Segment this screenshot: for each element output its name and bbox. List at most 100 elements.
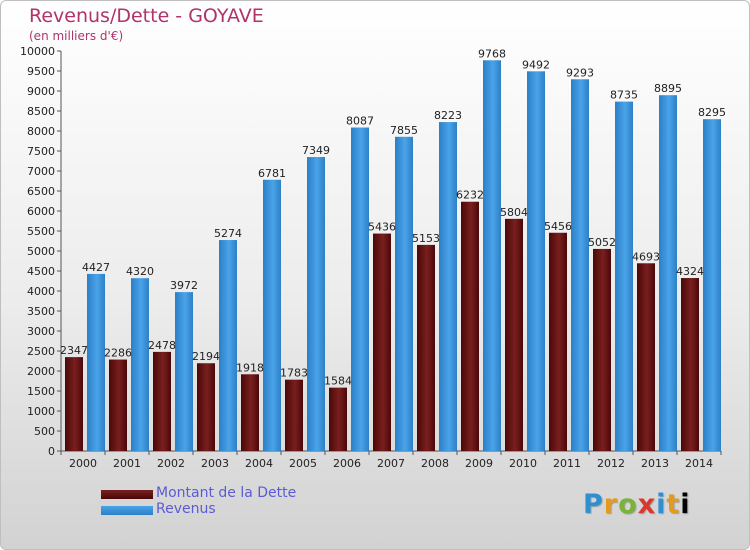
y-tick-label: 1000: [27, 405, 55, 418]
bar-debt: [593, 248, 611, 451]
y-tick-label: 5500: [27, 225, 55, 238]
x-tick-label: 2003: [201, 457, 229, 470]
bar-revenue: [219, 240, 237, 451]
y-tick-label: 8000: [27, 125, 55, 138]
value-label-debt: 2286: [104, 347, 132, 360]
y-tick-label: 7500: [27, 145, 55, 158]
value-label-debt: 2194: [192, 350, 220, 363]
value-label-debt: 1584: [324, 375, 352, 388]
bar-revenue: [175, 292, 193, 451]
bar-revenue: [527, 71, 545, 451]
bar-revenue: [263, 179, 281, 451]
x-tick-label: 2005: [289, 457, 317, 470]
bar-revenue: [571, 79, 589, 451]
bar-revenue: [659, 95, 677, 451]
legend-swatch-revenue: [101, 506, 153, 515]
chart-title: Revenus/Dette - GOYAVE: [29, 5, 264, 27]
bar-revenue: [351, 127, 369, 452]
value-label-debt: 4693: [632, 250, 660, 263]
y-tick-label: 7000: [27, 165, 55, 178]
bar-debt: [505, 218, 523, 451]
value-label-debt: 5456: [544, 220, 572, 233]
bar-revenue: [483, 60, 501, 451]
y-tick-label: 3500: [27, 305, 55, 318]
x-tick-label: 2013: [641, 457, 669, 470]
bar-debt: [549, 232, 567, 451]
value-label-revenue: 9768: [478, 47, 506, 60]
value-label-revenue: 4427: [82, 261, 110, 274]
y-tick-label: 5000: [27, 245, 55, 258]
value-label-revenue: 9293: [566, 66, 594, 79]
bar-revenue: [615, 101, 633, 451]
value-label-revenue: 8223: [434, 109, 462, 122]
y-tick-label: 6500: [27, 185, 55, 198]
value-label-revenue: 8087: [346, 115, 374, 128]
y-tick-label: 1500: [27, 385, 55, 398]
bar-debt: [417, 244, 435, 451]
x-tick-label: 2008: [421, 457, 449, 470]
value-label-revenue: 3972: [170, 279, 198, 292]
proxiti-logo: Proxiti: [583, 489, 691, 520]
bar-debt: [153, 351, 171, 451]
bar-debt: [109, 359, 127, 451]
legend-label-revenue: Revenus: [156, 501, 216, 517]
y-tick-label: 3000: [27, 325, 55, 338]
value-label-revenue: 7855: [390, 124, 418, 137]
value-label-revenue: 6781: [258, 167, 286, 180]
y-tick-label: 4500: [27, 265, 55, 278]
bar-revenue: [307, 157, 325, 452]
value-label-revenue: 4320: [126, 265, 154, 278]
bar-revenue: [131, 278, 149, 451]
x-tick-label: 2010: [509, 457, 537, 470]
x-tick-label: 2007: [377, 457, 405, 470]
y-tick-label: 10000: [20, 45, 55, 58]
y-tick-label: 2000: [27, 365, 55, 378]
value-label-revenue: 8735: [610, 89, 638, 102]
value-label-debt: 5153: [412, 232, 440, 245]
bar-debt: [65, 357, 83, 451]
y-tick-label: 500: [34, 425, 55, 438]
bar-debt: [681, 278, 699, 451]
value-label-debt: 5052: [588, 236, 616, 249]
bar-debt: [241, 374, 259, 451]
legend-swatch-debt: [101, 490, 153, 499]
value-label-revenue: 8295: [698, 106, 726, 119]
value-label-debt: 1918: [236, 361, 264, 374]
legend-label-debt: Montant de la Dette: [156, 485, 297, 501]
y-tick-label: 6000: [27, 205, 55, 218]
value-label-revenue: 7349: [302, 144, 330, 157]
value-label-debt: 2478: [148, 339, 176, 352]
x-tick-label: 2002: [157, 457, 185, 470]
bar-revenue: [703, 119, 721, 451]
value-label-debt: 1783: [280, 367, 308, 380]
bar-debt: [197, 363, 215, 451]
bar-debt: [637, 263, 655, 451]
value-label-revenue: 8895: [654, 82, 682, 95]
x-tick-label: 2000: [69, 457, 97, 470]
y-tick-label: 9000: [27, 85, 55, 98]
bar-revenue: [395, 136, 413, 452]
x-tick-label: 2004: [245, 457, 273, 470]
x-tick-label: 2012: [597, 457, 625, 470]
value-label-revenue: 5274: [214, 227, 242, 240]
x-tick-label: 2011: [553, 457, 581, 470]
bar-debt: [329, 387, 347, 451]
bar-debt: [285, 379, 303, 451]
bar-debt: [373, 233, 391, 451]
value-label-debt: 5804: [500, 206, 528, 219]
y-tick-label: 8500: [27, 105, 55, 118]
chart-subtitle: (en milliers d'€): [29, 29, 124, 43]
x-tick-label: 2006: [333, 457, 361, 470]
x-tick-label: 2014: [685, 457, 713, 470]
y-tick-label: 0: [48, 445, 55, 458]
bar-revenue: [87, 273, 105, 451]
value-label-debt: 6232: [456, 189, 484, 202]
bar-debt: [461, 201, 479, 451]
y-tick-label: 9500: [27, 65, 55, 78]
bar-revenue: [439, 122, 457, 451]
value-label-debt: 2347: [60, 344, 88, 357]
x-tick-label: 2009: [465, 457, 493, 470]
value-label-debt: 5436: [368, 221, 396, 234]
